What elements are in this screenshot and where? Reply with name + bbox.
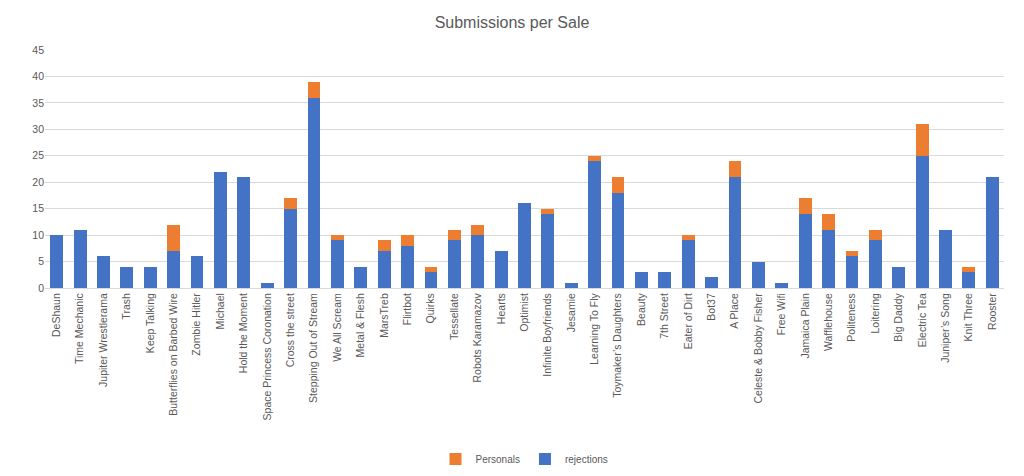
svg-text:15: 15 — [32, 202, 44, 214]
svg-text:Hold the Moment: Hold the Moment — [237, 293, 249, 373]
svg-text:Trash: Trash — [120, 293, 132, 320]
svg-text:Eater of Dirt: Eater of Dirt — [682, 293, 694, 349]
svg-text:Electric Tea: Electric Tea — [916, 293, 928, 347]
svg-text:Metal & Flesh: Metal & Flesh — [354, 293, 366, 357]
svg-text:Rooster: Rooster — [986, 293, 998, 330]
svg-text:Butterflies on Barbed Wire: Butterflies on Barbed Wire — [167, 293, 179, 416]
svg-text:Flirtbot: Flirtbot — [401, 293, 413, 325]
svg-text:10: 10 — [32, 229, 44, 241]
svg-text:Tessellate: Tessellate — [448, 293, 460, 340]
svg-text:Loitering: Loitering — [869, 293, 881, 333]
svg-text:5: 5 — [38, 255, 44, 267]
svg-text:Submissions per Sale: Submissions per Sale — [435, 14, 590, 31]
svg-text:Hearts: Hearts — [495, 293, 507, 324]
svg-text:Bot37: Bot37 — [705, 293, 717, 321]
svg-text:Toymaker’s Daughters: Toymaker’s Daughters — [611, 293, 623, 398]
svg-text:Learning To Fly: Learning To Fly — [588, 292, 600, 364]
svg-text:25: 25 — [32, 149, 44, 161]
svg-text:Free Wifi: Free Wifi — [775, 293, 787, 335]
svg-text:Juniper’s Song: Juniper’s Song — [939, 293, 951, 363]
svg-text:Politeness: Politeness — [845, 293, 857, 341]
svg-text:Michael: Michael — [214, 293, 226, 329]
svg-text:Keep Talking: Keep Talking — [144, 293, 156, 353]
svg-text:40: 40 — [32, 70, 44, 82]
svg-text:Big Daddy: Big Daddy — [892, 292, 904, 341]
svg-text:Cross the street: Cross the street — [284, 293, 296, 367]
svg-text:rejections: rejections — [565, 454, 608, 465]
svg-text:7th Street: 7th Street — [658, 293, 670, 339]
svg-text:Stepping Out of Stream: Stepping Out of Stream — [307, 293, 319, 403]
svg-text:DeShaun: DeShaun — [50, 293, 62, 337]
svg-text:Wafflehouse: Wafflehouse — [822, 293, 834, 351]
svg-text:Quirks: Quirks — [424, 293, 436, 323]
svg-text:Optimist: Optimist — [518, 293, 530, 332]
svg-text:Space Princess Coronation: Space Princess Coronation — [261, 293, 273, 420]
svg-text:45: 45 — [32, 44, 44, 56]
svg-text:Knit Three: Knit Three — [962, 293, 974, 341]
svg-text:Jesamie: Jesamie — [565, 293, 577, 332]
svg-text:Personals: Personals — [476, 454, 520, 465]
svg-text:35: 35 — [32, 97, 44, 109]
svg-text:Infinite Boyfriends: Infinite Boyfriends — [541, 293, 553, 376]
svg-text:Zombie Hitler: Zombie Hitler — [190, 293, 202, 356]
svg-text:20: 20 — [32, 176, 44, 188]
svg-text:Robots Karamazov: Robots Karamazov — [471, 292, 483, 382]
svg-text:Celeste & Bobby Fisher: Celeste & Bobby Fisher — [752, 293, 764, 404]
svg-text:Time Mechanic: Time Mechanic — [74, 293, 86, 364]
svg-text:MarsTreb: MarsTreb — [378, 293, 390, 338]
svg-text:Jupiter Wrestlerama: Jupiter Wrestlerama — [97, 293, 109, 387]
svg-text:Jamaica Plain: Jamaica Plain — [799, 293, 811, 359]
svg-text:0: 0 — [38, 282, 44, 294]
svg-text:Beauty: Beauty — [635, 292, 647, 325]
svg-text:30: 30 — [32, 123, 44, 135]
svg-text:A Place: A Place — [728, 293, 740, 329]
svg-text:We All Scream: We All Scream — [331, 293, 343, 362]
